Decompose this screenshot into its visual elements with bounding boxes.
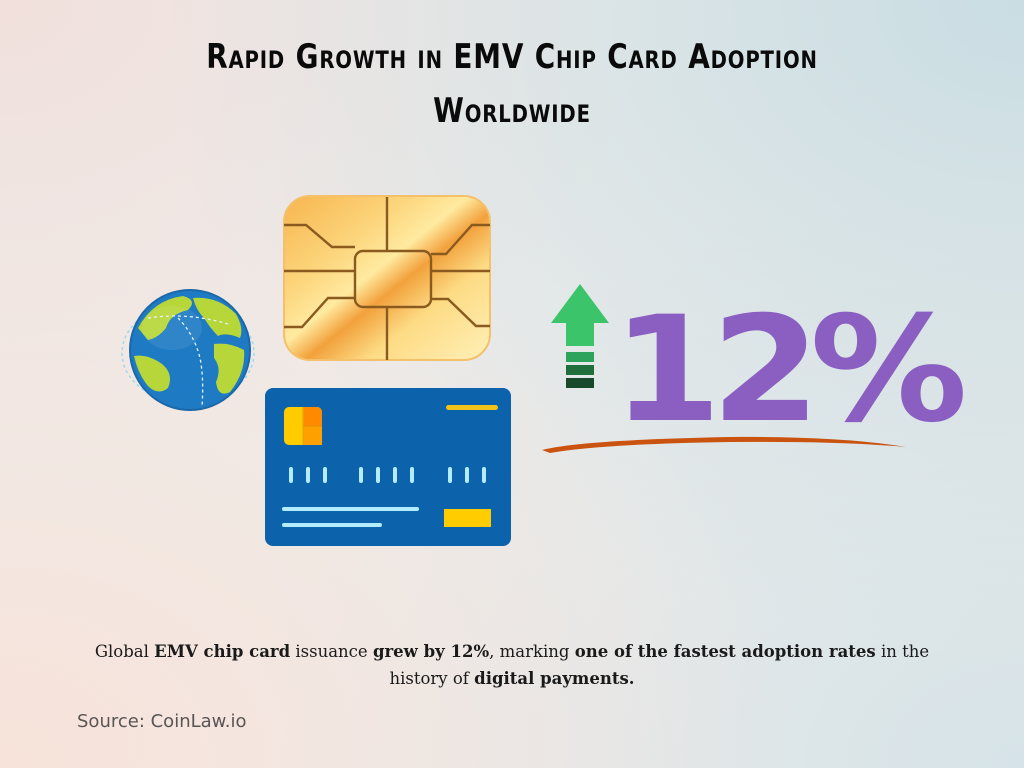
- caption-segment: in the history of: [389, 642, 930, 688]
- caption-segment: Global: [94, 642, 155, 661]
- title-line-2: Worldwide: [433, 91, 591, 131]
- page-title: Rapid Growth in EMV Chip Card Adoption W…: [92, 30, 932, 138]
- caption-emphasis: digital payments.: [474, 669, 635, 688]
- source-credit: Source: CoinLaw.io: [77, 711, 247, 732]
- title-line-1: Rapid Growth in EMV Chip Card Adoption: [206, 37, 818, 77]
- growth-percentage: 12%: [612, 285, 968, 455]
- caption-segment: , marking: [489, 642, 575, 661]
- underline-swoosh: [542, 436, 906, 453]
- credit-card-icon: [265, 388, 511, 546]
- caption-text: Global EMV chip card issuance grew by 12…: [80, 638, 944, 692]
- caption-emphasis: one of the fastest adoption rates: [574, 642, 876, 661]
- emv-chip-icon: [283, 195, 491, 361]
- caption-emphasis: EMV chip card: [154, 642, 291, 661]
- globe-icon: [121, 289, 255, 411]
- caption-segment: issuance: [290, 642, 373, 661]
- caption-emphasis: grew by 12%: [372, 642, 490, 661]
- up-arrow-icon: [551, 284, 609, 388]
